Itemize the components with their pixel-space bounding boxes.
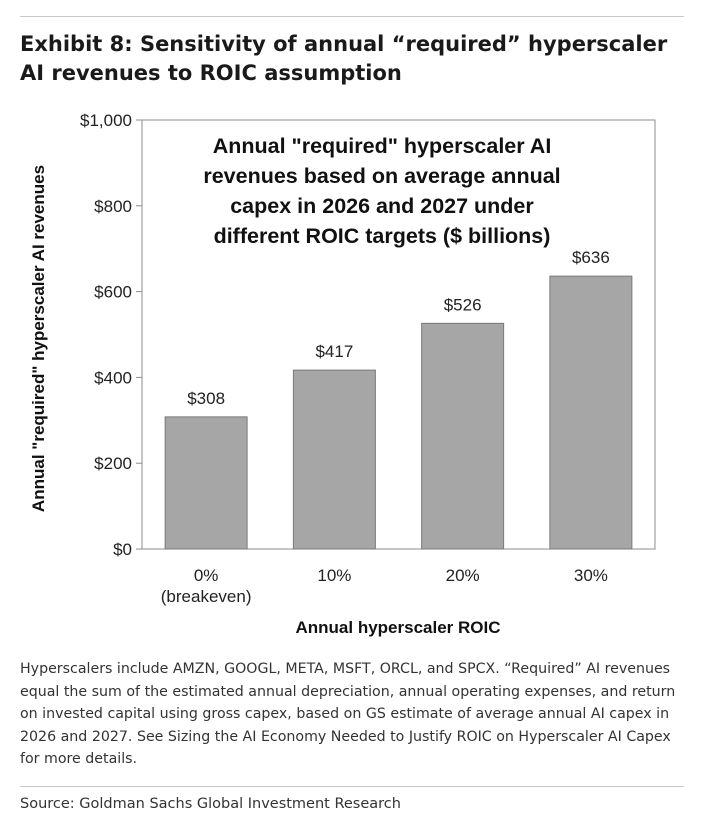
chart-inner-title-line: capex in 2026 and 2027 under: [230, 194, 534, 218]
bar-value-label: $526: [444, 295, 482, 314]
bar: [164, 416, 248, 550]
source-line: Source: Goldman Sachs Global Investment …: [20, 796, 401, 812]
y-tick-label: $400: [94, 368, 132, 387]
chart-container: $0 $200 $400 $600 $800 $1,000 $308 0% (breakeven…: [20, 108, 690, 648]
bar-value-label: $417: [315, 342, 353, 361]
exhibit-title: Exhibit 8: Sensitivity of annual “requir…: [20, 32, 668, 85]
chart-note: Hyperscalers include AMZN, GOOGL, META, …: [20, 661, 676, 768]
x-tick-label: (breakeven): [161, 587, 252, 606]
bar-value-label: $636: [572, 248, 610, 267]
y-tick-label: $1,000: [80, 111, 132, 130]
x-tick-label: 10%: [317, 566, 351, 585]
chart-inner-title-line: Annual "required" hyperscaler AI: [213, 134, 552, 158]
top-rule: [20, 16, 684, 17]
bar-value-label: $308: [187, 389, 225, 408]
bar: [292, 369, 376, 550]
y-axis-label: Annual "required" hyperscaler AI revenue…: [29, 165, 48, 512]
x-tick-label: 20%: [446, 566, 480, 585]
x-tick-label: 0%: [194, 566, 219, 585]
chart-inner-title-line: revenues based on average annual: [203, 164, 560, 188]
x-axis-label: Annual hyperscaler ROIC: [295, 618, 500, 637]
y-tick-label: $200: [94, 454, 132, 473]
y-tick-label: $800: [94, 197, 132, 216]
plot-frame: [141, 119, 656, 550]
y-tick-label: $600: [94, 283, 132, 302]
y-tick-label: $0: [113, 540, 132, 559]
bar: [549, 275, 633, 550]
bar-chart: $0 $200 $400 $600 $800 $1,000 $308 0% (breakeven…: [29, 111, 656, 637]
bar: [421, 322, 505, 550]
bottom-rule: [20, 786, 684, 787]
chart-inner-title-line: different ROIC targets ($ billions): [214, 224, 551, 248]
x-tick-label: 30%: [574, 566, 608, 585]
